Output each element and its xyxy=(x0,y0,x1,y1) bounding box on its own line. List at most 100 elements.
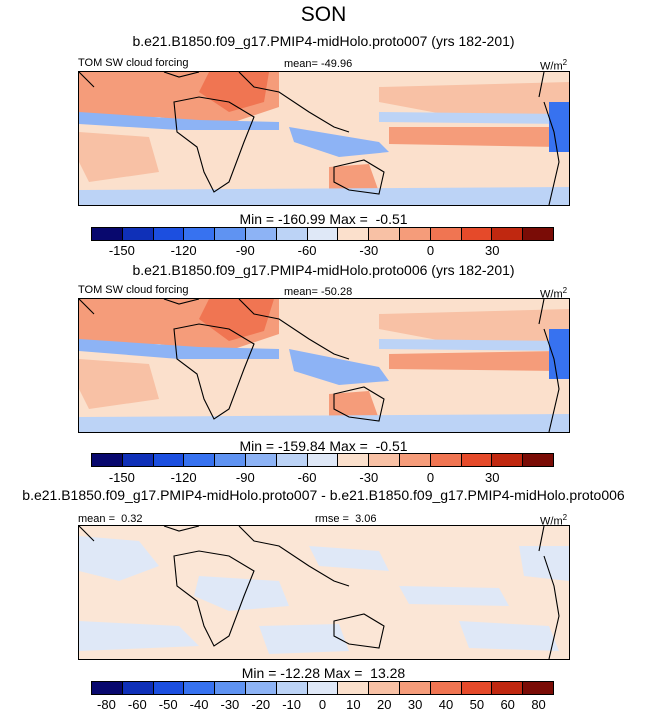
field-npac xyxy=(379,309,569,344)
colorbar-swatch xyxy=(184,454,216,466)
panel1-subtitle: b.e21.B1850.f09_g17.PMIP4-midHolo.proto0… xyxy=(132,33,515,49)
panel3-min-value: -12.28 xyxy=(280,665,320,681)
panel3-rmse-value: 3.06 xyxy=(355,513,377,525)
colorbar-tick-label: 0 xyxy=(426,243,435,258)
colorbar-swatch xyxy=(399,228,431,240)
colorbar-swatch xyxy=(399,454,431,466)
field-maritime xyxy=(289,127,389,157)
colorbar-tick-label: 30 xyxy=(485,243,500,258)
panel2-variable-label: TOM SW cloud forcing xyxy=(78,284,189,296)
panel3-units-sup: 2 xyxy=(562,513,568,522)
panel3-map-svg xyxy=(79,526,569,659)
panel2-max-prefix: Max = xyxy=(329,438,368,454)
panel3-mean-label: mean = 0.32 xyxy=(78,513,143,525)
colorbar-swatch xyxy=(430,682,462,694)
panel2-min-value: -159.84 xyxy=(277,438,326,454)
colorbar-tick-label: -40 xyxy=(189,697,209,712)
colorbar-tick-label: 10 xyxy=(346,697,361,712)
colorbar-swatch xyxy=(461,228,493,240)
panel2-mean-prefix: mean= xyxy=(284,286,318,298)
panel1-max-value: -0.51 xyxy=(375,211,408,227)
panel3-units: W/m2 xyxy=(540,513,567,528)
colorbar-tick-label: 40 xyxy=(438,697,454,712)
panel2-subtitle: b.e21.B1850.f09_g17.PMIP4-midHolo.proto0… xyxy=(132,262,515,278)
field-so xyxy=(79,414,569,432)
colorbar-swatch xyxy=(276,682,308,694)
panel1-map-svg xyxy=(79,72,569,205)
panel3-max-value: 13.28 xyxy=(370,665,406,681)
colorbar-tick-label: -50 xyxy=(158,697,178,712)
colorbar-swatch xyxy=(122,228,154,240)
colorbar-tick-label: 20 xyxy=(376,697,392,712)
field-so xyxy=(79,187,569,205)
panel3-min-prefix: Min = xyxy=(241,665,277,681)
field-npac-band xyxy=(379,112,569,124)
colorbar-swatch xyxy=(92,228,123,240)
colorbar-tick-label: -30 xyxy=(359,243,379,258)
colorbar-swatch xyxy=(338,228,370,240)
field-sahara xyxy=(199,299,274,341)
colorbar-swatch xyxy=(307,454,339,466)
field-eq-pac xyxy=(389,351,559,371)
field-satl xyxy=(79,359,159,409)
panel1-mean-prefix: mean= xyxy=(284,58,318,70)
colorbar-tick-label: -60 xyxy=(127,697,147,712)
colorbar-swatch xyxy=(338,454,370,466)
figure-title: SON xyxy=(300,3,347,26)
colorbar-tick-label: -60 xyxy=(297,470,317,485)
colorbar-tick-label: -30 xyxy=(359,470,379,485)
colorbar-swatch xyxy=(523,454,553,466)
panel1-mean-value: -49.96 xyxy=(321,58,353,70)
panel1-min-prefix: Min = xyxy=(239,211,275,227)
colorbar-swatch xyxy=(369,454,400,466)
field-aus xyxy=(329,391,379,419)
panel2-min-prefix: Min = xyxy=(239,438,275,454)
colorbar-swatch xyxy=(399,682,431,694)
panel2-units-sup: 2 xyxy=(562,286,568,295)
colorbar-tick-label: -150 xyxy=(108,243,135,258)
colorbar-swatch xyxy=(92,454,123,466)
panel3-mean-value: 0.32 xyxy=(121,513,143,525)
colorbar-swatch xyxy=(184,682,216,694)
panel1-mean-label: mean= -49.96 xyxy=(284,58,352,70)
field-npac xyxy=(379,82,569,117)
colorbar-swatch xyxy=(215,228,246,240)
colorbar-tick-label: -120 xyxy=(170,243,197,258)
panel1-units: W/m2 xyxy=(540,58,567,73)
coastlines xyxy=(79,299,560,432)
panel3-subtitle: b.e21.B1850.f09_g17.PMIP4-midHolo.proto0… xyxy=(22,487,625,503)
panel2-units-base: W/m xyxy=(540,288,563,301)
colorbar-swatch xyxy=(215,682,246,694)
field-npac-band xyxy=(379,339,569,351)
colorbar-swatch xyxy=(492,228,524,240)
colorbar-swatch xyxy=(276,454,308,466)
panel1-minmax: Min = -160.99 Max = -0.51 xyxy=(0,211,647,227)
panel3-max-prefix: Max = xyxy=(323,665,363,681)
colorbar-swatch xyxy=(245,682,277,694)
field-maritime xyxy=(289,349,389,385)
panel3-mean-prefix: mean = xyxy=(78,513,115,525)
colorbar-tick-label: -90 xyxy=(235,243,255,258)
colorbar-swatch xyxy=(523,228,553,240)
colorbar-tick-label: 80 xyxy=(531,697,546,712)
field-stratocu xyxy=(549,329,569,379)
colorbar-swatch xyxy=(245,454,277,466)
panel3-map xyxy=(78,525,570,660)
panel3-rmse-label: rmse = 3.06 xyxy=(315,513,376,525)
coastlines xyxy=(79,72,560,205)
panel2-mean-value: -50.28 xyxy=(321,286,353,298)
colorbar-swatch xyxy=(307,228,339,240)
colorbar-swatch xyxy=(430,454,462,466)
colorbar-tick-label: -90 xyxy=(235,470,255,485)
colorbar-swatch xyxy=(153,228,185,240)
field-itcz-atl xyxy=(79,339,279,359)
colorbar-swatch xyxy=(307,682,339,694)
colorbar-swatch xyxy=(153,454,185,466)
field-eq-pac xyxy=(389,127,559,147)
colorbar-swatch xyxy=(245,228,277,240)
panel1-colorbar xyxy=(91,227,554,241)
panel2-units: W/m2 xyxy=(540,286,567,301)
colorbar-tick-label: -30 xyxy=(220,697,240,712)
colorbar-swatch xyxy=(492,682,524,694)
panel2-colorbar xyxy=(91,453,554,467)
